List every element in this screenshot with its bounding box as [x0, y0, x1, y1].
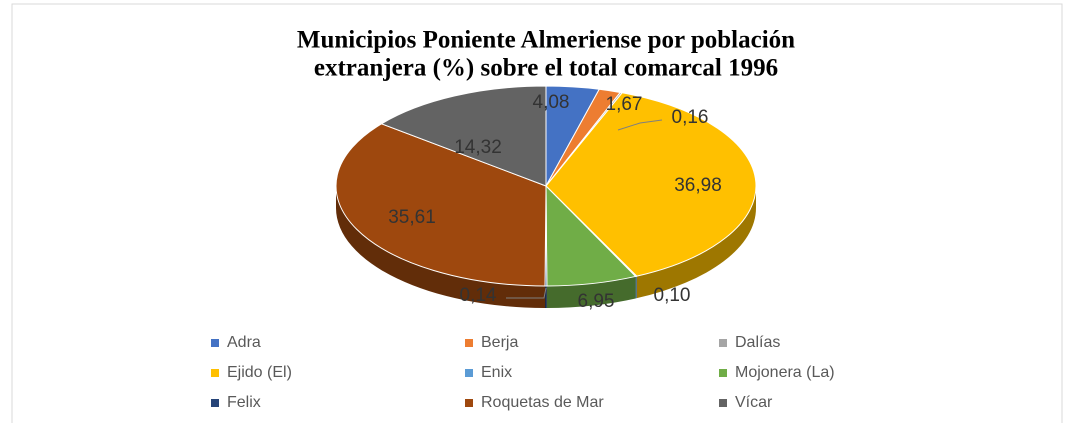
pie-slice — [335, 123, 547, 287]
legend-label: Enix — [481, 364, 512, 381]
legend-swatch — [211, 399, 219, 407]
pie-slice — [380, 85, 547, 187]
legend-swatch — [719, 369, 727, 377]
legend-label: Mojonera (La) — [735, 364, 835, 381]
legend-label: Vícar — [735, 394, 773, 411]
pie-slice-side — [336, 186, 546, 308]
pie-slice-side — [635, 276, 637, 299]
legend-swatch — [465, 339, 473, 347]
legend-label: Berja — [481, 334, 518, 351]
legend-label: Ejido (El) — [227, 364, 292, 381]
data-label: 4,08 — [533, 92, 570, 113]
legend-swatch — [465, 399, 473, 407]
pie-slice-side — [636, 186, 756, 299]
legend-swatch — [719, 339, 727, 347]
data-label: 0,14 — [460, 285, 497, 306]
legend-label: Dalías — [735, 334, 780, 351]
leader-line — [506, 287, 547, 299]
data-label: 1,67 — [606, 94, 643, 115]
data-label: 35,61 — [388, 207, 436, 228]
legend-swatch — [211, 369, 219, 377]
data-label: 0,10 — [654, 285, 691, 306]
data-label: 36,98 — [674, 175, 722, 196]
data-label: 6,95 — [578, 291, 615, 312]
legend-swatch — [465, 369, 473, 377]
legend-swatch — [211, 339, 219, 347]
chart-title: Municipios Poniente Almeriense por pobla… — [297, 27, 795, 54]
legend-label: Felix — [227, 394, 261, 411]
legend-swatch — [719, 399, 727, 407]
data-label: 14,32 — [454, 137, 502, 158]
chart-title: extranjera (%) sobre el total comarcal 1… — [314, 55, 778, 82]
data-label: 0,16 — [672, 107, 709, 128]
legend-label: Roquetas de Mar — [481, 394, 604, 411]
leader-line — [617, 119, 663, 131]
pie-slice-side — [546, 276, 636, 308]
pie-slice — [545, 92, 757, 277]
legend-label: Adra — [227, 334, 261, 351]
